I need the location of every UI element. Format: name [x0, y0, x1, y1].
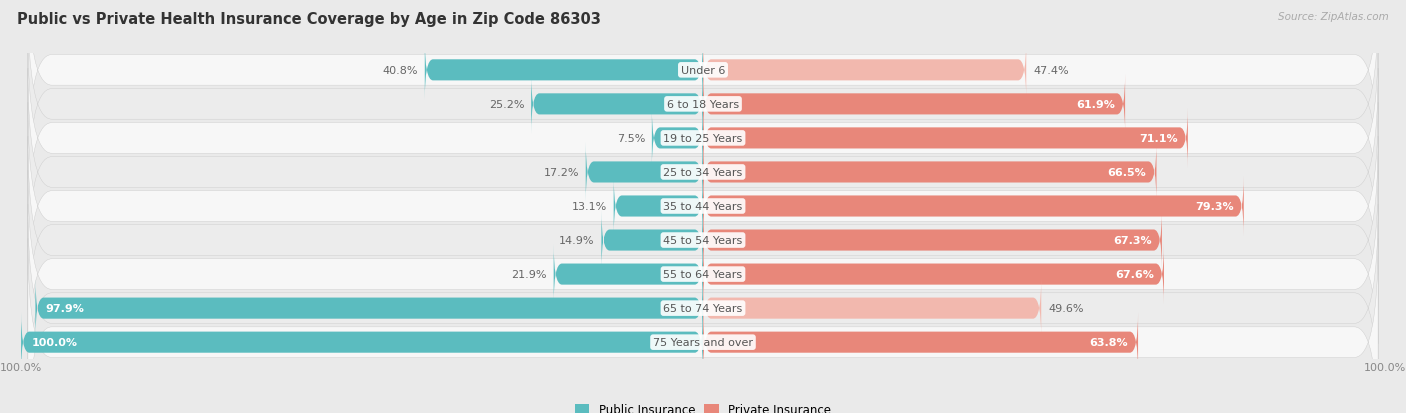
Text: 67.6%: 67.6% [1115, 269, 1154, 280]
FancyBboxPatch shape [703, 142, 1157, 203]
Text: Under 6: Under 6 [681, 66, 725, 76]
Text: 65 to 74 Years: 65 to 74 Years [664, 304, 742, 313]
Text: 21.9%: 21.9% [512, 269, 547, 280]
FancyBboxPatch shape [28, 103, 1378, 310]
FancyBboxPatch shape [703, 40, 1026, 101]
Text: 35 to 44 Years: 35 to 44 Years [664, 202, 742, 211]
FancyBboxPatch shape [28, 205, 1378, 412]
FancyBboxPatch shape [703, 210, 1161, 271]
FancyBboxPatch shape [703, 312, 1137, 373]
Text: 40.8%: 40.8% [382, 66, 418, 76]
Text: 100.0%: 100.0% [31, 337, 77, 347]
FancyBboxPatch shape [425, 40, 703, 101]
Text: 14.9%: 14.9% [560, 235, 595, 245]
FancyBboxPatch shape [703, 74, 1125, 135]
FancyBboxPatch shape [703, 278, 1042, 339]
FancyBboxPatch shape [28, 0, 1378, 174]
FancyBboxPatch shape [652, 108, 703, 169]
FancyBboxPatch shape [28, 35, 1378, 242]
Text: Public vs Private Health Insurance Coverage by Age in Zip Code 86303: Public vs Private Health Insurance Cover… [17, 12, 600, 27]
Text: 25 to 34 Years: 25 to 34 Years [664, 168, 742, 178]
Text: 75 Years and over: 75 Years and over [652, 337, 754, 347]
Text: 79.3%: 79.3% [1195, 202, 1233, 211]
Text: 6 to 18 Years: 6 to 18 Years [666, 100, 740, 109]
FancyBboxPatch shape [21, 312, 703, 373]
FancyBboxPatch shape [703, 244, 1164, 305]
FancyBboxPatch shape [28, 69, 1378, 276]
Text: Source: ZipAtlas.com: Source: ZipAtlas.com [1278, 12, 1389, 22]
Text: 61.9%: 61.9% [1076, 100, 1115, 109]
Text: 45 to 54 Years: 45 to 54 Years [664, 235, 742, 245]
Text: 19 to 25 Years: 19 to 25 Years [664, 133, 742, 144]
Text: 49.6%: 49.6% [1047, 304, 1084, 313]
FancyBboxPatch shape [703, 176, 1244, 237]
Text: 25.2%: 25.2% [489, 100, 524, 109]
Text: 97.9%: 97.9% [45, 304, 84, 313]
FancyBboxPatch shape [531, 74, 703, 135]
FancyBboxPatch shape [28, 1, 1378, 208]
FancyBboxPatch shape [28, 239, 1378, 413]
Text: 47.4%: 47.4% [1033, 66, 1069, 76]
Legend: Public Insurance, Private Insurance: Public Insurance, Private Insurance [571, 398, 835, 413]
FancyBboxPatch shape [28, 137, 1378, 344]
Text: 63.8%: 63.8% [1090, 337, 1128, 347]
Text: 17.2%: 17.2% [543, 168, 579, 178]
FancyBboxPatch shape [28, 171, 1378, 378]
Text: 7.5%: 7.5% [617, 133, 645, 144]
Text: 55 to 64 Years: 55 to 64 Years [664, 269, 742, 280]
FancyBboxPatch shape [703, 108, 1188, 169]
Text: 66.5%: 66.5% [1108, 168, 1146, 178]
Text: 67.3%: 67.3% [1114, 235, 1152, 245]
Text: 13.1%: 13.1% [572, 202, 607, 211]
Text: 71.1%: 71.1% [1139, 133, 1178, 144]
FancyBboxPatch shape [586, 142, 703, 203]
FancyBboxPatch shape [602, 210, 703, 271]
FancyBboxPatch shape [613, 176, 703, 237]
FancyBboxPatch shape [35, 278, 703, 339]
FancyBboxPatch shape [554, 244, 703, 305]
